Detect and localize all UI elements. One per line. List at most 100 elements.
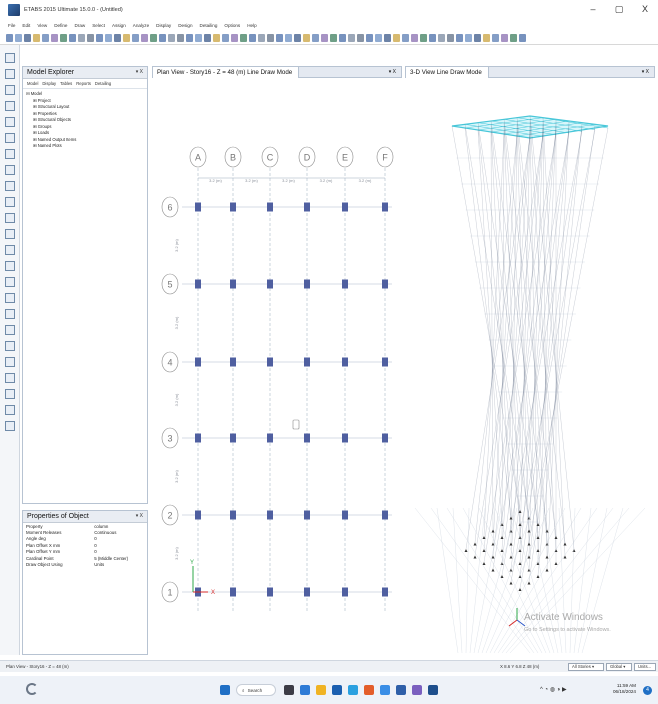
toolbar-button-icon[interactable] (456, 34, 463, 42)
menu-item-display[interactable]: Display (156, 23, 171, 28)
edge-icon[interactable] (348, 685, 358, 695)
draw-tool-icon[interactable] (5, 421, 15, 431)
draw-tool-icon[interactable] (5, 181, 15, 191)
minimize-button[interactable]: – (588, 4, 598, 14)
menu-item-help[interactable]: Help (247, 23, 256, 28)
explorer-tab-model[interactable]: Model (27, 81, 38, 86)
task-view-icon[interactable] (284, 685, 294, 695)
store-icon[interactable] (332, 685, 342, 695)
draw-tool-icon[interactable] (5, 101, 15, 111)
toolbar-button-icon[interactable] (303, 34, 310, 42)
toolbar-button-icon[interactable] (168, 34, 175, 42)
toolbar-button-icon[interactable] (420, 34, 427, 42)
toolbar-button-icon[interactable] (447, 34, 454, 42)
toolbar-button-icon[interactable] (285, 34, 292, 42)
draw-tool-icon[interactable] (5, 405, 15, 415)
coord-system-select[interactable]: Global ▾ (606, 663, 632, 671)
toolbar-button-icon[interactable] (330, 34, 337, 42)
explorer-tab-tables[interactable]: Tables (60, 81, 72, 86)
toolbar-button-icon[interactable] (501, 34, 508, 42)
search-box[interactable]: ⌕ Search (236, 684, 276, 696)
toolbar-button-icon[interactable] (483, 34, 490, 42)
toolbar-button-icon[interactable] (150, 34, 157, 42)
draw-tool-icon[interactable] (5, 293, 15, 303)
menu-item-edit[interactable]: Edit (22, 23, 30, 28)
menu-item-file[interactable]: File (8, 23, 15, 28)
toolbar-button-icon[interactable] (60, 34, 67, 42)
tree-item[interactable]: ⊞ Named Plots (26, 143, 144, 150)
menu-item-view[interactable]: View (37, 23, 47, 28)
draw-tool-icon[interactable] (5, 165, 15, 175)
toolbar-button-icon[interactable] (33, 34, 40, 42)
menu-item-define[interactable]: Define (54, 23, 67, 28)
system-tray-icons[interactable]: ^ ◔ ◍ ◑ ▶ (540, 686, 567, 693)
toolbar-button-icon[interactable] (159, 34, 166, 42)
draw-tool-icon[interactable] (5, 389, 15, 399)
toolbar-button-icon[interactable] (213, 34, 220, 42)
toolbar-button-icon[interactable] (69, 34, 76, 42)
plan-view-pin-icon[interactable]: ▾ X (389, 69, 396, 75)
draw-tool-icon[interactable] (5, 245, 15, 255)
toolbar-button-icon[interactable] (519, 34, 526, 42)
explorer-tab-detailing[interactable]: Detailing (95, 81, 111, 86)
panel-pin-close-icon[interactable]: ▾ X (136, 513, 143, 519)
explorer-tab-display[interactable]: Display (42, 81, 56, 86)
draw-tool-icon[interactable] (5, 229, 15, 239)
toolbar-button-icon[interactable] (51, 34, 58, 42)
draw-tool-icon[interactable] (5, 117, 15, 127)
toolbar-button-icon[interactable] (411, 34, 418, 42)
draw-tool-icon[interactable] (5, 325, 15, 335)
toolbar-button-icon[interactable] (132, 34, 139, 42)
toolbar-button-icon[interactable] (393, 34, 400, 42)
clock[interactable]: 11:59 AM 06/18/2024 (613, 683, 636, 695)
toolbar-button-icon[interactable] (321, 34, 328, 42)
toolbar-button-icon[interactable] (6, 34, 13, 42)
widgets-icon[interactable] (300, 685, 310, 695)
restore-button[interactable]: ▢ (614, 4, 624, 14)
draw-tool-icon[interactable] (5, 85, 15, 95)
plan-view-tab[interactable]: Plan View - Story16 - Z = 48 (m) Line Dr… (153, 67, 299, 78)
toolbar-button-icon[interactable] (114, 34, 121, 42)
toolbar-button-icon[interactable] (195, 34, 202, 42)
chrome-icon[interactable] (380, 685, 390, 695)
toolbar-button-icon[interactable] (267, 34, 274, 42)
menu-item-detailing[interactable]: Detailing (200, 23, 218, 28)
draw-tool-icon[interactable] (5, 53, 15, 63)
toolbar-button-icon[interactable] (141, 34, 148, 42)
toolbar-button-icon[interactable] (384, 34, 391, 42)
plan-view-canvas[interactable]: 3.2 (m) 3.2 (m) 3.2 (m) 3.2 (m) 3.2 (m) 3.2 (… (152, 78, 402, 656)
toolbar-button-icon[interactable] (465, 34, 472, 42)
draw-tool-icon[interactable] (5, 357, 15, 367)
weather-icon[interactable] (26, 683, 38, 695)
toolbar-button-icon[interactable] (87, 34, 94, 42)
close-button[interactable]: X (640, 4, 650, 14)
toolbar-button-icon[interactable] (258, 34, 265, 42)
menu-item-design[interactable]: Design (178, 23, 192, 28)
toolbar-button-icon[interactable] (312, 34, 319, 42)
draw-tool-icon[interactable] (5, 373, 15, 383)
toolbar-button-icon[interactable] (96, 34, 103, 42)
toolbar-button-icon[interactable] (186, 34, 193, 42)
property-row[interactable]: Draw Object Using Units (23, 561, 147, 567)
draw-tool-icon[interactable] (5, 133, 15, 143)
etabs-task-icon[interactable] (412, 685, 422, 695)
explorer-tab-reports[interactable]: Reports (76, 81, 91, 86)
toolbar-button-icon[interactable] (78, 34, 85, 42)
toolbar-button-icon[interactable] (429, 34, 436, 42)
file-explorer-icon[interactable] (316, 685, 326, 695)
3d-view-canvas[interactable] (405, 78, 655, 656)
menu-item-select[interactable]: Select (92, 23, 105, 28)
toolbar-button-icon[interactable] (177, 34, 184, 42)
toolbar-button-icon[interactable] (123, 34, 130, 42)
draw-tool-icon[interactable] (5, 213, 15, 223)
panel-pin-close-icon[interactable]: ▾ X (136, 69, 143, 75)
draw-tool-icon[interactable] (5, 261, 15, 271)
stories-select[interactable]: All Stories ▾ (568, 663, 604, 671)
menu-item-options[interactable]: Options (224, 23, 240, 28)
toolbar-button-icon[interactable] (15, 34, 22, 42)
toolbar-button-icon[interactable] (510, 34, 517, 42)
toolbar-button-icon[interactable] (24, 34, 31, 42)
toolbar-button-icon[interactable] (105, 34, 112, 42)
3d-view-tab[interactable]: 3-D View Line Draw Mode (406, 67, 489, 78)
toolbar-button-icon[interactable] (339, 34, 346, 42)
